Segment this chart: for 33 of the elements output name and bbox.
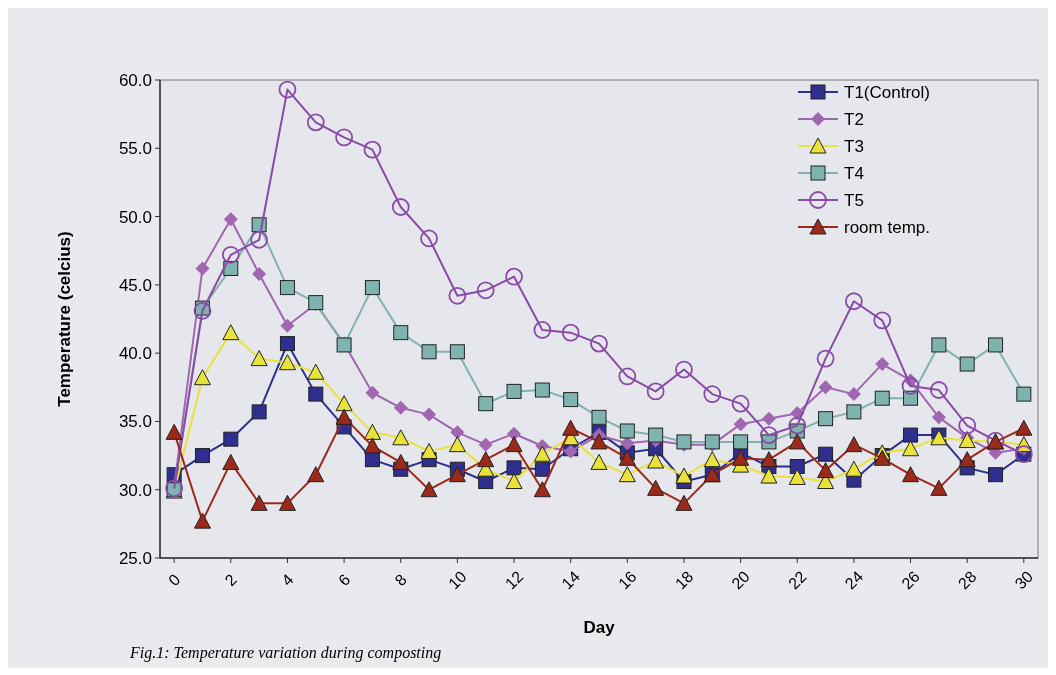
y-tick-label: 45.0 bbox=[118, 275, 152, 295]
y-tick-label: 30.0 bbox=[118, 480, 152, 500]
x-tick-label: 6 bbox=[335, 570, 354, 590]
x-axis-title: Day bbox=[583, 618, 616, 637]
x-tick-label: 22 bbox=[785, 567, 810, 593]
x-tick-label: 4 bbox=[278, 570, 297, 590]
y-tick-label: 35.0 bbox=[118, 412, 152, 432]
x-tick-label: 10 bbox=[445, 567, 470, 593]
y-tick-label: 60.0 bbox=[118, 70, 152, 90]
x-tick-label: 12 bbox=[501, 567, 527, 593]
x-tick-label: 8 bbox=[391, 570, 411, 590]
legend-label: T2 bbox=[844, 109, 864, 129]
legend-label: T5 bbox=[844, 190, 864, 210]
legend-label: T3 bbox=[844, 136, 864, 156]
y-tick-label: 50.0 bbox=[118, 207, 152, 227]
y-tick-label: 55.0 bbox=[118, 139, 152, 159]
x-tick-label: 30 bbox=[1011, 567, 1037, 593]
x-tick-label: 14 bbox=[558, 567, 584, 593]
x-tick-label: 18 bbox=[671, 567, 697, 593]
x-tick-label: 26 bbox=[898, 567, 923, 593]
x-tick-label: 0 bbox=[165, 570, 184, 590]
x-tick-label: 16 bbox=[615, 567, 640, 593]
y-axis-title: Temperature (celcius) bbox=[55, 231, 74, 407]
x-tick-label: 24 bbox=[841, 567, 867, 593]
x-tick-label: 20 bbox=[728, 567, 754, 593]
x-tick-label: 28 bbox=[954, 567, 980, 593]
y-tick-label: 40.0 bbox=[118, 344, 152, 364]
x-tick-label: 2 bbox=[221, 570, 241, 590]
caption: Fig.1: Temperature variation during composting bbox=[129, 644, 442, 662]
legend-label: T4 bbox=[844, 163, 864, 183]
y-tick-label: 25.0 bbox=[118, 548, 152, 568]
legend-label: T1(Control) bbox=[844, 82, 930, 102]
legend-label: room temp. bbox=[844, 217, 930, 237]
